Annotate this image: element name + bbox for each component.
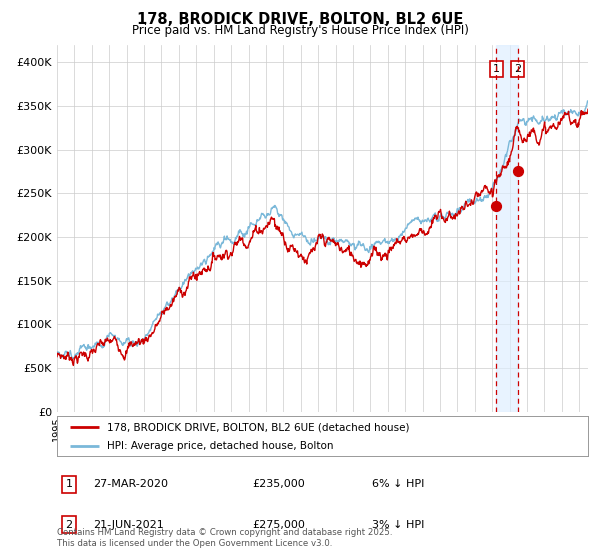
Point bbox=[491, 202, 501, 211]
Text: 6% ↓ HPI: 6% ↓ HPI bbox=[372, 479, 424, 489]
Text: 2: 2 bbox=[514, 64, 521, 74]
Text: 27-MAR-2020: 27-MAR-2020 bbox=[93, 479, 168, 489]
Text: 178, BRODICK DRIVE, BOLTON, BL2 6UE (detached house): 178, BRODICK DRIVE, BOLTON, BL2 6UE (det… bbox=[107, 422, 410, 432]
Text: Price paid vs. HM Land Registry's House Price Index (HPI): Price paid vs. HM Land Registry's House … bbox=[131, 24, 469, 36]
Text: 21-JUN-2021: 21-JUN-2021 bbox=[93, 520, 164, 530]
Text: HPI: Average price, detached house, Bolton: HPI: Average price, detached house, Bolt… bbox=[107, 441, 334, 451]
Point bbox=[513, 167, 523, 176]
Text: 178, BRODICK DRIVE, BOLTON, BL2 6UE: 178, BRODICK DRIVE, BOLTON, BL2 6UE bbox=[137, 12, 463, 27]
Text: £275,000: £275,000 bbox=[252, 520, 305, 530]
Text: 2: 2 bbox=[65, 520, 73, 530]
Text: Contains HM Land Registry data © Crown copyright and database right 2025.
This d: Contains HM Land Registry data © Crown c… bbox=[57, 528, 392, 548]
Text: 3% ↓ HPI: 3% ↓ HPI bbox=[372, 520, 424, 530]
Text: 1: 1 bbox=[65, 479, 73, 489]
Bar bbox=[496, 45, 518, 412]
Text: £235,000: £235,000 bbox=[252, 479, 305, 489]
Text: 1: 1 bbox=[493, 64, 500, 74]
